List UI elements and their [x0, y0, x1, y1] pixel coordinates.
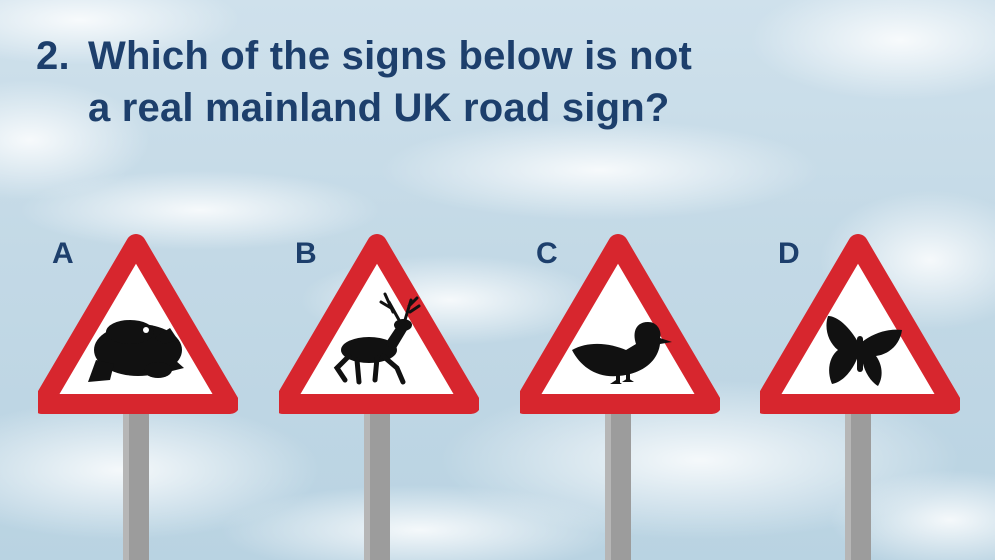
- option-b-sign[interactable]: [279, 232, 479, 560]
- question-number: 2.: [36, 34, 70, 78]
- option-a-sign[interactable]: [38, 232, 238, 560]
- warning-triangle: [279, 234, 479, 414]
- question-line-1: Which of the signs below is not: [88, 34, 692, 78]
- option-letter-a: A: [52, 237, 74, 270]
- duck-icon: [572, 322, 672, 384]
- option-letter-c: C: [536, 237, 558, 270]
- option-letter-b: B: [295, 237, 317, 270]
- option-d-sign[interactable]: [760, 232, 960, 560]
- warning-triangle: [520, 234, 720, 414]
- question-line-2: a real mainland UK road sign?: [88, 86, 670, 130]
- toad-icon: [88, 320, 184, 382]
- butterfly-icon: [826, 316, 902, 386]
- warning-triangle: [760, 234, 960, 414]
- question-text: 2. Which of the signs below is not a real…: [36, 30, 692, 134]
- deer-icon: [333, 292, 421, 385]
- option-c-sign[interactable]: [520, 232, 720, 560]
- option-letter-d: D: [778, 237, 800, 270]
